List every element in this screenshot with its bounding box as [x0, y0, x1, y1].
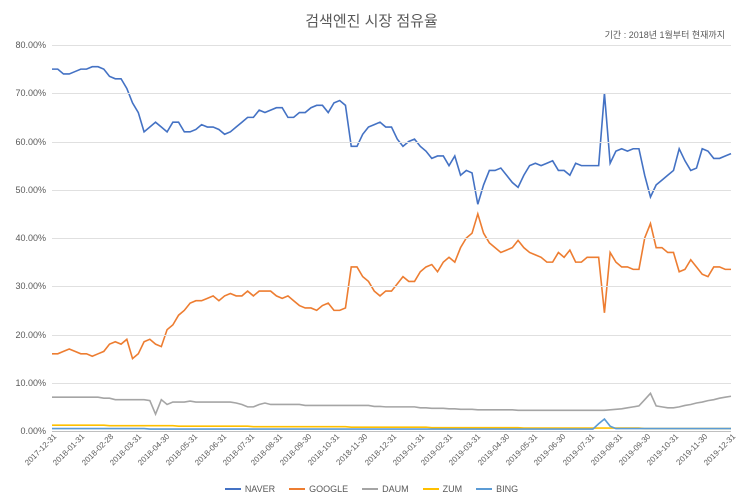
chart-root: 검색엔진 시장 점유율 기간 : 2018년 1월부터 현재까지 0.00%10…	[0, 0, 743, 500]
gridline	[52, 238, 731, 239]
legend-label: GOOGLE	[309, 484, 348, 494]
y-tick-label: 60.00%	[15, 137, 52, 147]
gridline	[52, 190, 731, 191]
series-naver	[52, 67, 731, 204]
legend-item-google: GOOGLE	[289, 484, 348, 494]
legend-item-zum: ZUM	[423, 484, 463, 494]
y-tick-label: 30.00%	[15, 281, 52, 291]
gridline	[52, 45, 731, 46]
legend-item-naver: NAVER	[225, 484, 275, 494]
gridline	[52, 335, 731, 336]
y-tick-label: 40.00%	[15, 233, 52, 243]
legend-swatch	[289, 488, 305, 490]
legend-label: DAUM	[382, 484, 409, 494]
y-tick-label: 50.00%	[15, 185, 52, 195]
legend: NAVER GOOGLE DAUM ZUM BING	[0, 484, 743, 494]
legend-swatch	[225, 488, 241, 490]
legend-item-bing: BING	[476, 484, 518, 494]
y-tick-label: 70.00%	[15, 88, 52, 98]
gridline	[52, 93, 731, 94]
x-axis-labels: 2017-12-312018-01-312018-02-282018-03-31…	[52, 432, 731, 470]
gridline	[52, 383, 731, 384]
legend-swatch	[362, 488, 378, 490]
gridline	[52, 142, 731, 143]
legend-swatch	[423, 488, 439, 490]
y-tick-label: 80.00%	[15, 40, 52, 50]
legend-label: ZUM	[443, 484, 463, 494]
legend-label: BING	[496, 484, 518, 494]
y-tick-label: 0.00%	[20, 426, 52, 436]
chart-subtitle: 기간 : 2018년 1월부터 현재까지	[605, 28, 725, 41]
series-daum	[52, 393, 731, 414]
legend-label: NAVER	[245, 484, 275, 494]
legend-swatch	[476, 488, 492, 490]
y-tick-label: 10.00%	[15, 378, 52, 388]
y-tick-label: 20.00%	[15, 330, 52, 340]
legend-item-daum: DAUM	[362, 484, 409, 494]
plot-area: 0.00%10.00%20.00%30.00%40.00%50.00%60.00…	[52, 45, 731, 432]
gridline	[52, 286, 731, 287]
